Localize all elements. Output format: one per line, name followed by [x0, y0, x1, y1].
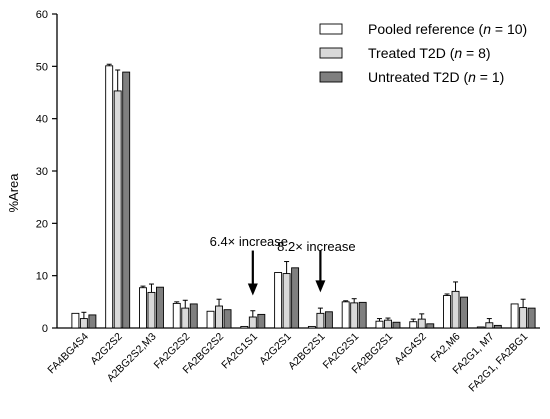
bar	[485, 322, 494, 329]
bar	[493, 324, 502, 329]
x-tick-label: FA2G1, FA2BG1	[466, 331, 530, 395]
bar	[341, 301, 350, 329]
bar	[113, 90, 122, 329]
bar	[426, 323, 435, 329]
legend-label: Treated T2D (n = 8)	[368, 45, 491, 61]
legend-swatch	[319, 71, 343, 83]
bar	[248, 316, 257, 329]
bar	[282, 273, 291, 329]
y-tick-label: 10	[36, 271, 48, 283]
bar	[88, 314, 97, 329]
bar	[181, 307, 190, 329]
x-tick-label: A4G4S2	[392, 331, 429, 368]
bar	[189, 303, 198, 329]
bar	[527, 307, 536, 329]
bar	[71, 312, 80, 329]
y-tick-label: 60	[36, 9, 48, 21]
annotation-arrowhead	[247, 283, 258, 296]
bar	[460, 296, 468, 329]
bar	[122, 71, 131, 329]
bar	[215, 305, 223, 329]
bar	[147, 291, 156, 329]
x-tick-labels: FA4BG4S4A2G2S2A2BG2S2,M3FA2G2S2FA2BG2S2F…	[45, 331, 530, 395]
y-tick-label: 40	[36, 114, 48, 126]
annotation-arrowhead	[315, 280, 326, 293]
bar	[409, 321, 418, 329]
legend-label: Untreated T2D (n = 1)	[368, 69, 504, 85]
bar	[476, 326, 485, 329]
legend-swatch	[319, 23, 343, 35]
error-bars	[81, 63, 526, 323]
bar	[307, 325, 316, 329]
bar	[172, 302, 181, 329]
bar	[451, 290, 460, 329]
bar	[206, 310, 215, 329]
bar	[443, 295, 451, 329]
bar	[79, 318, 88, 329]
bar	[257, 313, 266, 329]
bar	[316, 312, 325, 329]
annotation-label: 6.4× increase	[210, 234, 288, 249]
x-tick-label: FA2G1S1	[219, 331, 260, 372]
x-tick-label: FA4BG4S4	[45, 331, 91, 377]
bar	[324, 311, 333, 329]
legend-swatch	[319, 47, 343, 59]
axes: 0 10 20 30 40 50 60	[36, 9, 540, 335]
bar	[223, 309, 232, 329]
bar	[139, 287, 147, 329]
y-tick-label: 50	[36, 61, 48, 73]
bar	[375, 320, 384, 329]
y-tick-label: 30	[36, 166, 48, 178]
bar	[156, 286, 164, 329]
bar	[510, 303, 519, 329]
bar	[274, 272, 283, 329]
bar	[291, 267, 300, 329]
bar	[519, 307, 528, 329]
bar	[384, 319, 392, 329]
bar	[105, 65, 114, 329]
bar	[358, 301, 367, 329]
bars	[71, 65, 536, 329]
y-axis-label: %Area	[6, 173, 21, 213]
bar	[392, 321, 401, 329]
bar	[417, 318, 426, 329]
y-tick-label: 0	[42, 323, 48, 335]
x-tick-label: A2BG2S1	[286, 331, 328, 373]
bar	[240, 325, 249, 329]
annotation-label: 8.2× increase	[277, 239, 355, 254]
y-tick-label: 20	[36, 218, 48, 230]
bar	[350, 302, 359, 329]
legend-label: Pooled reference (n = 10)	[368, 21, 527, 37]
legend: Pooled reference (n = 10) Treated T2D (n …	[319, 21, 527, 85]
